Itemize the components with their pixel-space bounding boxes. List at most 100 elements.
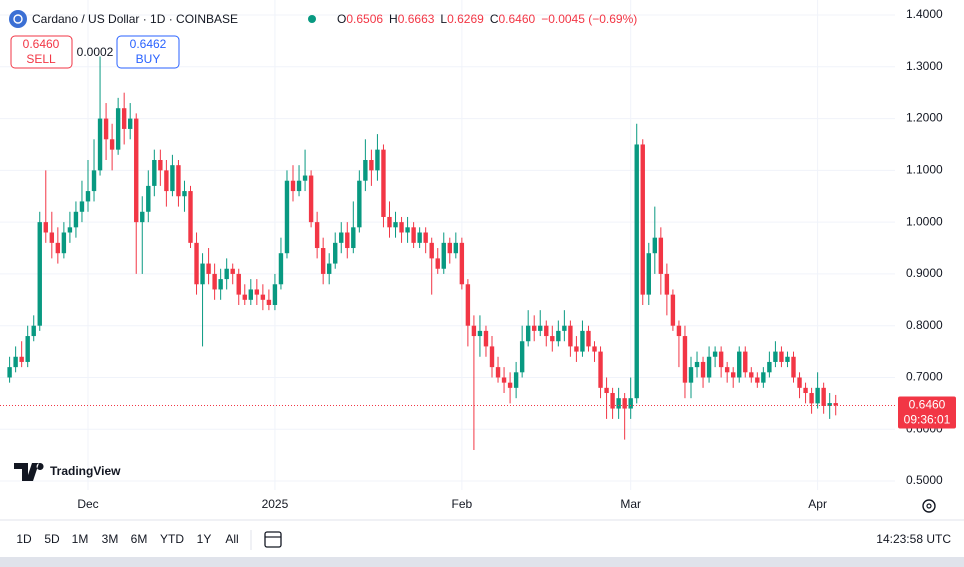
candle-body bbox=[459, 242, 465, 285]
candle-body bbox=[176, 165, 181, 197]
range-button[interactable]: YTD bbox=[160, 532, 184, 546]
candle-body bbox=[188, 191, 193, 243]
candle-body bbox=[622, 398, 627, 409]
range-button[interactable]: 1D bbox=[16, 532, 32, 546]
candle-body bbox=[465, 284, 471, 326]
candle-body bbox=[164, 170, 169, 192]
candle-body bbox=[387, 216, 392, 228]
sell-price: 0.6460 bbox=[23, 37, 60, 51]
range-button[interactable]: 5D bbox=[44, 532, 60, 546]
date-range-icon[interactable] bbox=[264, 531, 282, 548]
range-buttons: 1D 5D 1M 3M 6M YTD 1Y All bbox=[16, 532, 238, 546]
candle-body bbox=[658, 237, 664, 274]
candle-body bbox=[212, 273, 217, 290]
candle-body bbox=[254, 289, 260, 295]
candle-body bbox=[140, 211, 145, 223]
candle-body bbox=[158, 160, 163, 171]
brand-name: TradingView bbox=[50, 464, 121, 478]
candle-body bbox=[296, 180, 302, 192]
candle-body bbox=[91, 170, 97, 192]
candle-body bbox=[670, 294, 676, 326]
range-button[interactable]: 3M bbox=[102, 532, 119, 546]
candle-body bbox=[200, 263, 205, 285]
candle-body bbox=[79, 201, 85, 212]
candle-body bbox=[688, 367, 694, 383]
candle-body bbox=[115, 108, 121, 150]
range-button[interactable]: All bbox=[225, 532, 238, 546]
candle-body bbox=[7, 367, 12, 378]
candle-body bbox=[266, 299, 272, 305]
candle-body bbox=[435, 258, 440, 269]
candle-body bbox=[194, 242, 199, 285]
candle-body bbox=[779, 351, 784, 362]
y-tick-label: 0.8000 bbox=[906, 318, 943, 332]
range-button[interactable]: 6M bbox=[131, 532, 148, 546]
candle-body bbox=[345, 232, 350, 249]
candle-body bbox=[731, 372, 736, 378]
legend-value: 0.6663 bbox=[398, 12, 435, 26]
candle-body bbox=[146, 185, 151, 212]
candle-body bbox=[706, 356, 712, 378]
candle-body bbox=[809, 393, 814, 404]
candle-body bbox=[134, 118, 139, 223]
candle-body bbox=[604, 387, 609, 394]
range-button[interactable]: 1M bbox=[72, 532, 89, 546]
symbol-title: Cardano / US Dollar · 1D · COINBASE bbox=[32, 12, 238, 26]
x-tick-label: Feb bbox=[452, 497, 473, 511]
candle-body bbox=[278, 253, 284, 285]
y-tick-label: 0.5000 bbox=[906, 473, 943, 487]
candle-body bbox=[423, 232, 428, 243]
candle-body bbox=[236, 273, 241, 295]
y-tick-label: 0.9000 bbox=[906, 266, 943, 280]
y-tick-label: 0.7000 bbox=[906, 370, 943, 384]
legend-key: H bbox=[389, 12, 398, 26]
legend-value: 0.6460 bbox=[498, 12, 535, 26]
candle-body bbox=[652, 237, 658, 254]
candle-body bbox=[393, 222, 398, 228]
candle-body bbox=[333, 242, 338, 264]
candle-body bbox=[483, 330, 489, 347]
candle-body bbox=[513, 372, 519, 388]
candle-body bbox=[532, 325, 537, 331]
candle-body bbox=[501, 377, 507, 383]
candle-body bbox=[803, 387, 808, 394]
candle-body bbox=[556, 330, 561, 342]
buy-label: BUY bbox=[136, 52, 161, 66]
candle-body bbox=[718, 351, 724, 368]
candle-body bbox=[646, 253, 651, 295]
y-tick-label: 1.2000 bbox=[906, 111, 943, 125]
candle-body bbox=[128, 118, 133, 129]
candle-body bbox=[61, 232, 67, 254]
candle-body bbox=[676, 325, 682, 337]
candle-body bbox=[290, 180, 296, 192]
candle-body bbox=[302, 175, 308, 181]
candle-body bbox=[773, 351, 778, 362]
candle-body bbox=[363, 160, 368, 181]
candle-body bbox=[121, 108, 127, 129]
price-box bbox=[898, 396, 956, 429]
symbol-logo bbox=[9, 10, 27, 28]
candle-body bbox=[339, 232, 344, 243]
buy-button[interactable] bbox=[116, 35, 180, 69]
candle-body bbox=[405, 227, 410, 233]
x-tick-label: Dec bbox=[77, 497, 98, 511]
candle-body bbox=[519, 341, 525, 373]
candle-body bbox=[610, 393, 615, 409]
candle-body bbox=[67, 227, 73, 233]
legend-key: C bbox=[490, 12, 499, 26]
candle-body bbox=[640, 144, 645, 295]
legend-value: 0.6269 bbox=[447, 12, 484, 26]
range-button[interactable]: 1Y bbox=[197, 532, 212, 546]
symbol-logo-mark bbox=[13, 14, 23, 24]
candle-body bbox=[242, 294, 247, 300]
sell-button[interactable] bbox=[10, 35, 73, 69]
candle-body bbox=[284, 180, 290, 254]
candle-body bbox=[495, 367, 501, 378]
candle-body bbox=[628, 398, 633, 409]
buy-price: 0.6462 bbox=[130, 37, 167, 51]
candle-body bbox=[833, 403, 838, 406]
spread: 0.0002 bbox=[77, 45, 114, 59]
price-label: 0.6460 bbox=[909, 398, 946, 412]
candle-body bbox=[489, 346, 495, 368]
settings-icon[interactable] bbox=[922, 499, 936, 513]
